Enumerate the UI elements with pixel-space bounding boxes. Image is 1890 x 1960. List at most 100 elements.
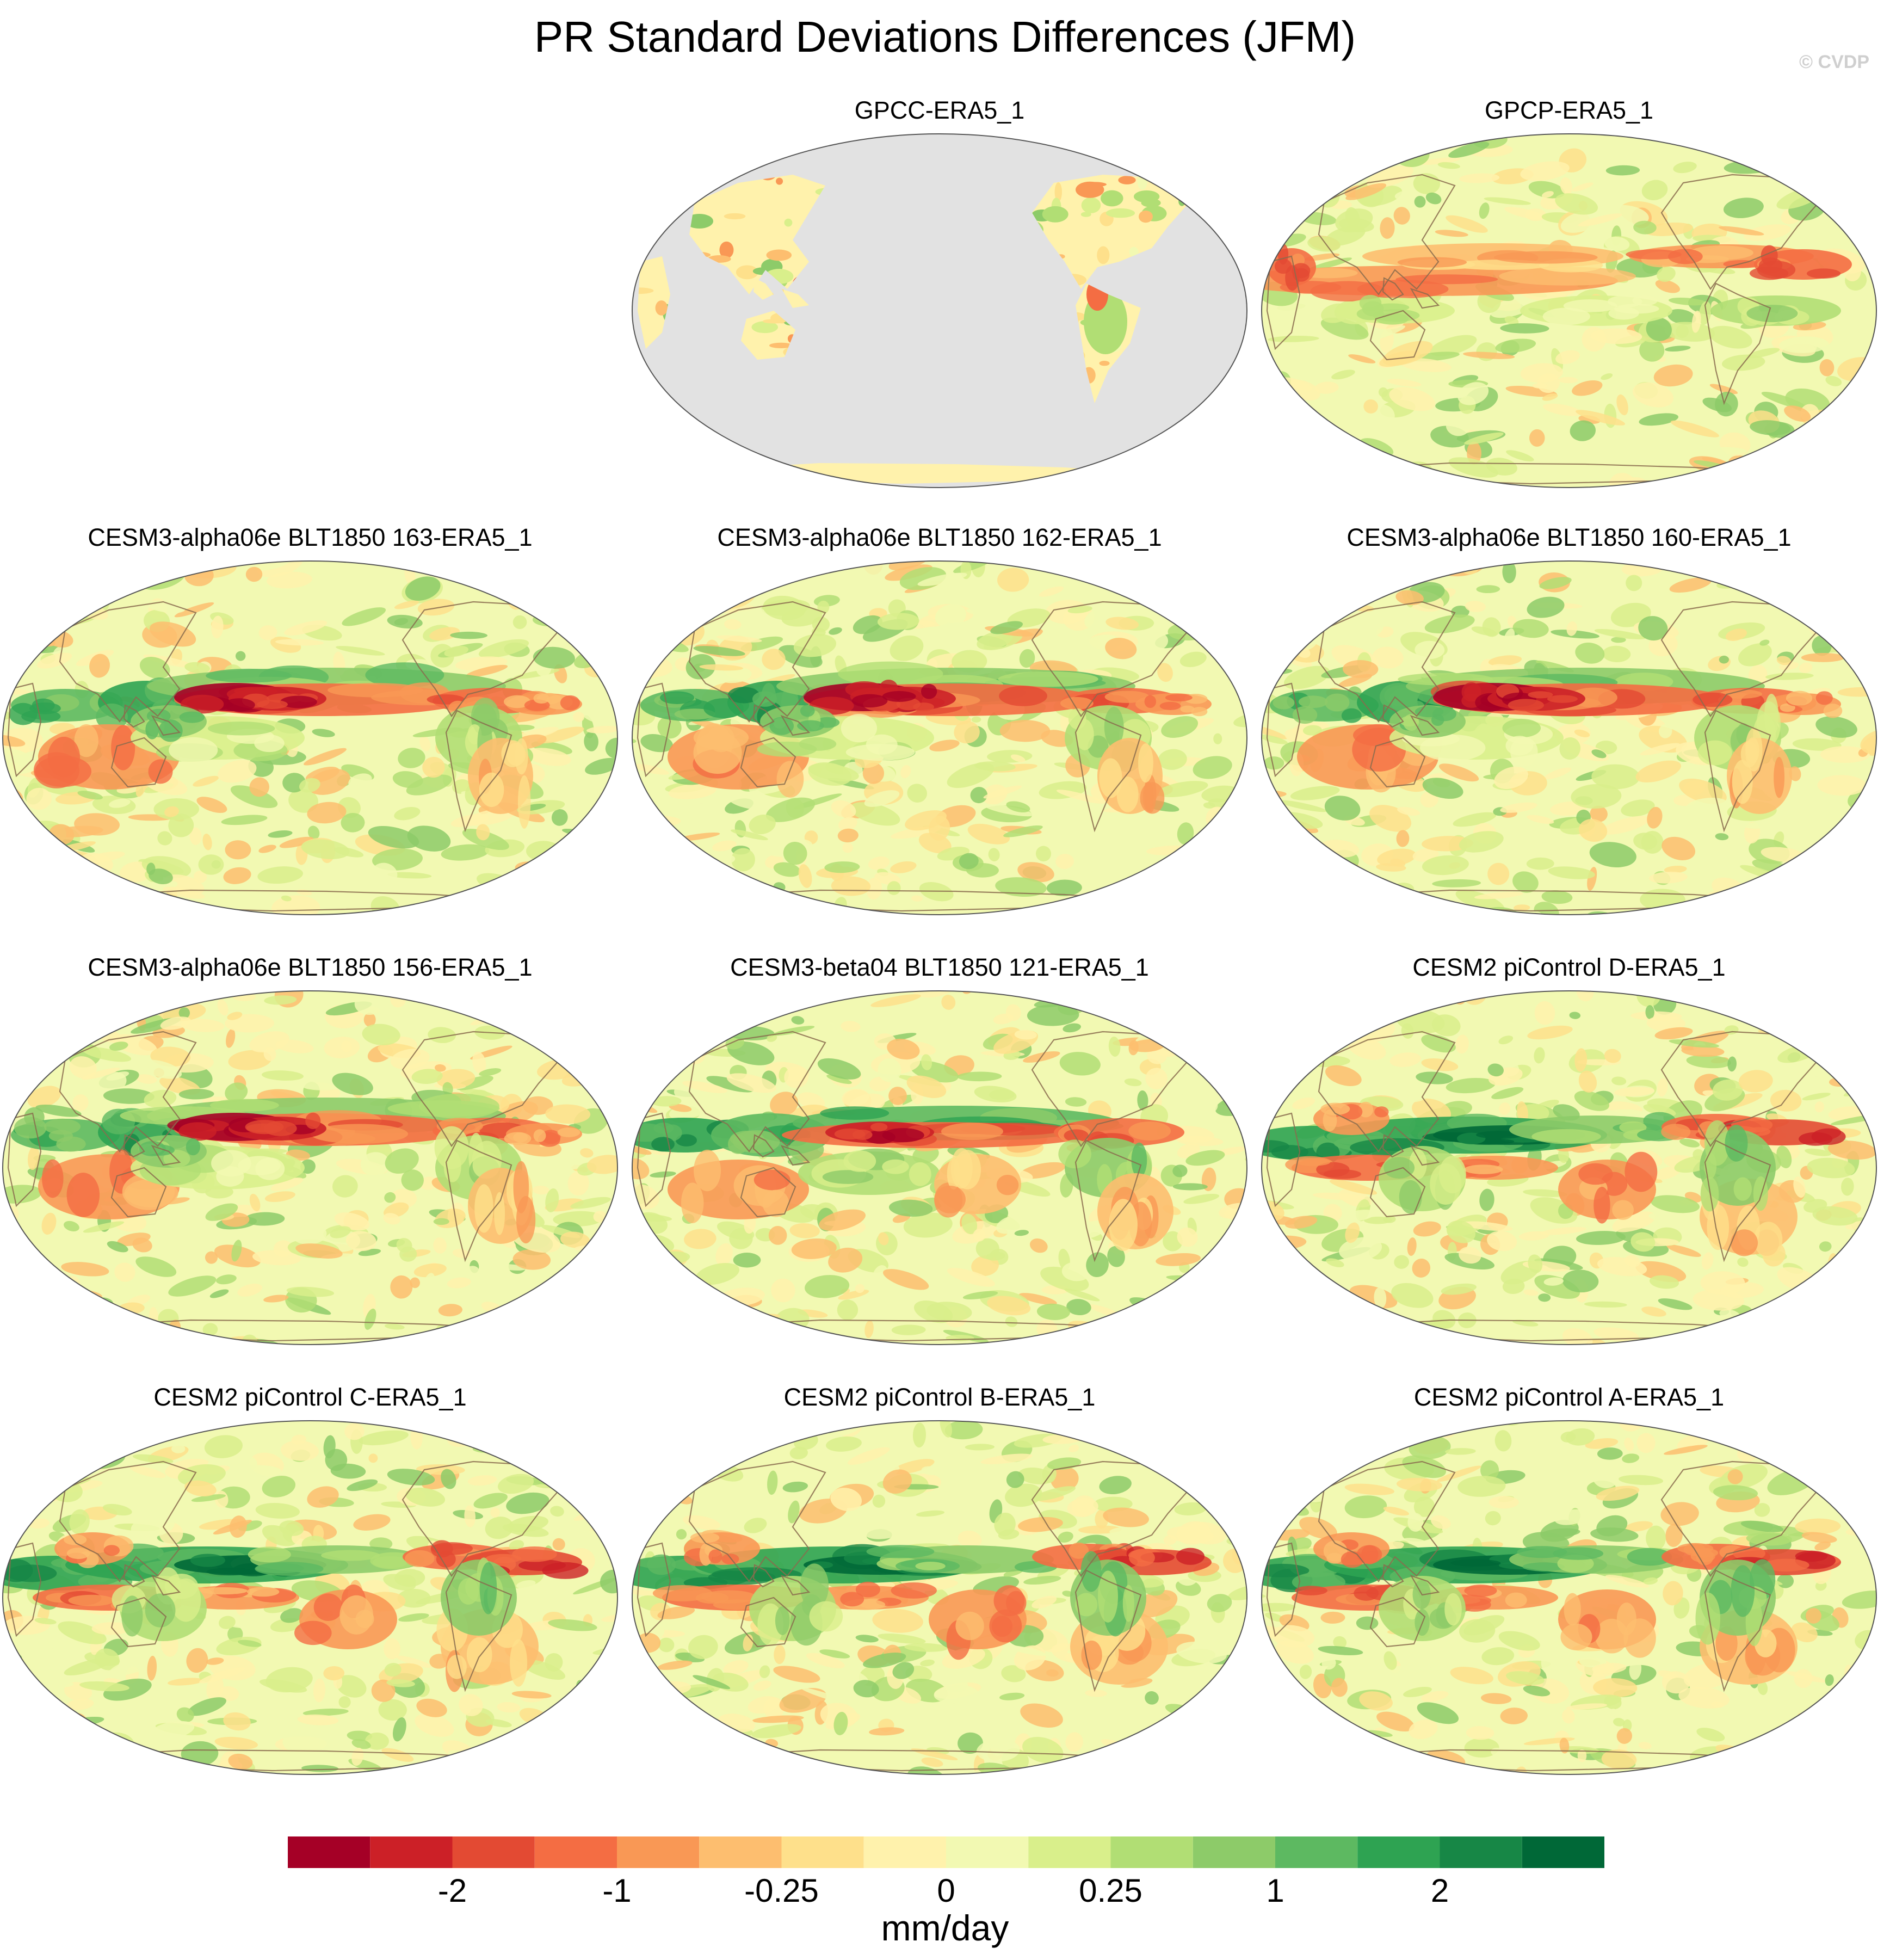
anomaly-patch	[47, 1449, 91, 1460]
anomaly-patch	[368, 1453, 378, 1463]
anomaly-patch	[1116, 1421, 1128, 1429]
anomaly-patch	[1548, 866, 1595, 879]
anomaly-patch	[441, 1469, 456, 1489]
anomaly-patch	[151, 1490, 182, 1507]
anomaly-patch	[1020, 1703, 1063, 1728]
anomaly-patch	[1703, 836, 1746, 853]
anomaly-patch	[1645, 1005, 1654, 1019]
anomaly-patch	[1147, 632, 1169, 650]
anomaly-patch	[864, 1517, 916, 1539]
anomaly-patch	[1407, 1237, 1417, 1256]
anomaly-patch	[598, 1224, 617, 1246]
anomaly-patch	[993, 1013, 1014, 1025]
anomaly-patch	[387, 872, 432, 879]
anomaly-patch	[1503, 628, 1515, 651]
anomaly-patch	[1242, 620, 1247, 631]
anomaly-patch	[1306, 1325, 1347, 1340]
anomaly-patch	[441, 844, 490, 861]
anomaly-patch	[1139, 210, 1153, 223]
anomaly-patch	[302, 1708, 349, 1716]
anomaly-patch	[1296, 569, 1315, 583]
anomaly-patch	[681, 1021, 696, 1034]
anomaly-blob	[365, 662, 444, 688]
anomaly-blob	[1499, 267, 1636, 286]
coastline	[1318, 174, 1456, 295]
anomaly-patch	[1558, 377, 1578, 384]
anomaly-patch	[1484, 197, 1531, 205]
anomaly-patch	[771, 1278, 795, 1303]
anomaly-patch	[1693, 814, 1712, 836]
anomaly-patch	[3, 1007, 17, 1016]
anomaly-patch	[1103, 1507, 1149, 1527]
anomaly-patch	[1478, 913, 1503, 917]
anomaly-patch	[117, 568, 127, 587]
anomaly-patch	[569, 1050, 615, 1064]
anomaly-patch	[114, 1262, 135, 1282]
anomaly-patch	[731, 848, 755, 872]
coastline	[752, 1564, 775, 1588]
anomaly-patch	[1056, 790, 1105, 804]
anomaly-patch	[1528, 181, 1565, 199]
anomaly-patch	[163, 886, 205, 899]
panel-title: CESM3-alpha06e BLT1850 160-ERA5_1	[1347, 523, 1792, 551]
anomaly-patch	[921, 1054, 932, 1070]
anomaly-patch	[1777, 561, 1789, 581]
anomaly-patch	[472, 1051, 486, 1074]
anomaly-patch	[1709, 325, 1752, 349]
anomaly-patch	[1459, 831, 1504, 853]
anomaly-patch	[717, 667, 752, 683]
anomaly-patch	[201, 1298, 231, 1322]
anomaly-patch	[489, 897, 504, 915]
anomaly-patch	[1500, 802, 1537, 813]
anomaly-patch	[1534, 1001, 1555, 1025]
anomaly-patch	[1329, 1179, 1378, 1195]
anomaly-patch	[332, 1073, 373, 1095]
map-cesm3-beta04-121	[629, 988, 1250, 1350]
map-svg	[1261, 133, 1877, 488]
coastline	[740, 1167, 796, 1218]
anomaly-patch	[1426, 561, 1461, 569]
anomaly-patch	[1585, 1438, 1619, 1449]
anomaly-patch	[1271, 605, 1302, 619]
anomaly-patch	[1068, 1444, 1079, 1452]
anomaly-patch	[1413, 1221, 1441, 1237]
anomaly-patch	[1387, 379, 1422, 387]
anomaly-blob	[1786, 691, 1813, 706]
anomaly-patch	[1176, 1453, 1189, 1469]
anomaly-patch	[1762, 993, 1790, 1018]
anomaly-patch	[4, 1043, 14, 1051]
anomaly-patch	[55, 1333, 96, 1345]
anomaly-patch	[1630, 1232, 1656, 1252]
anomaly-patch	[999, 1692, 1025, 1700]
anomaly-patch	[597, 1518, 617, 1539]
anomaly-patch	[1593, 1327, 1639, 1342]
anomaly-patch	[1719, 226, 1764, 236]
anomaly-blob	[681, 1182, 704, 1223]
anomaly-patch	[651, 1096, 682, 1107]
land-field	[782, 289, 809, 308]
anomaly-patch	[1869, 646, 1876, 663]
anomaly-patch	[977, 631, 1013, 650]
anomaly-patch	[521, 884, 539, 895]
anomaly-blob	[207, 722, 275, 736]
anomaly-patch	[109, 1041, 128, 1051]
anomaly-patch	[566, 1775, 583, 1777]
anomaly-patch	[1054, 182, 1063, 202]
anomaly-patch	[715, 1243, 733, 1266]
anomaly-patch	[496, 1317, 524, 1331]
anomaly-patch	[245, 566, 263, 582]
anomaly-patch	[988, 848, 1000, 861]
anomaly-patch	[1394, 190, 1419, 201]
anomaly-patch	[657, 1660, 693, 1670]
anomaly-patch	[684, 1229, 717, 1249]
anomaly-patch	[1327, 134, 1363, 157]
anomaly-patch	[1511, 558, 1529, 560]
coastline	[1318, 601, 1456, 723]
anomaly-patch	[353, 1514, 391, 1531]
anomaly-patch	[288, 788, 319, 813]
anomaly-patch	[1416, 1071, 1453, 1084]
coastline	[752, 1134, 775, 1158]
anomaly-patch	[632, 592, 642, 603]
anomaly-patch	[954, 720, 980, 744]
anomaly-patch	[258, 625, 277, 640]
